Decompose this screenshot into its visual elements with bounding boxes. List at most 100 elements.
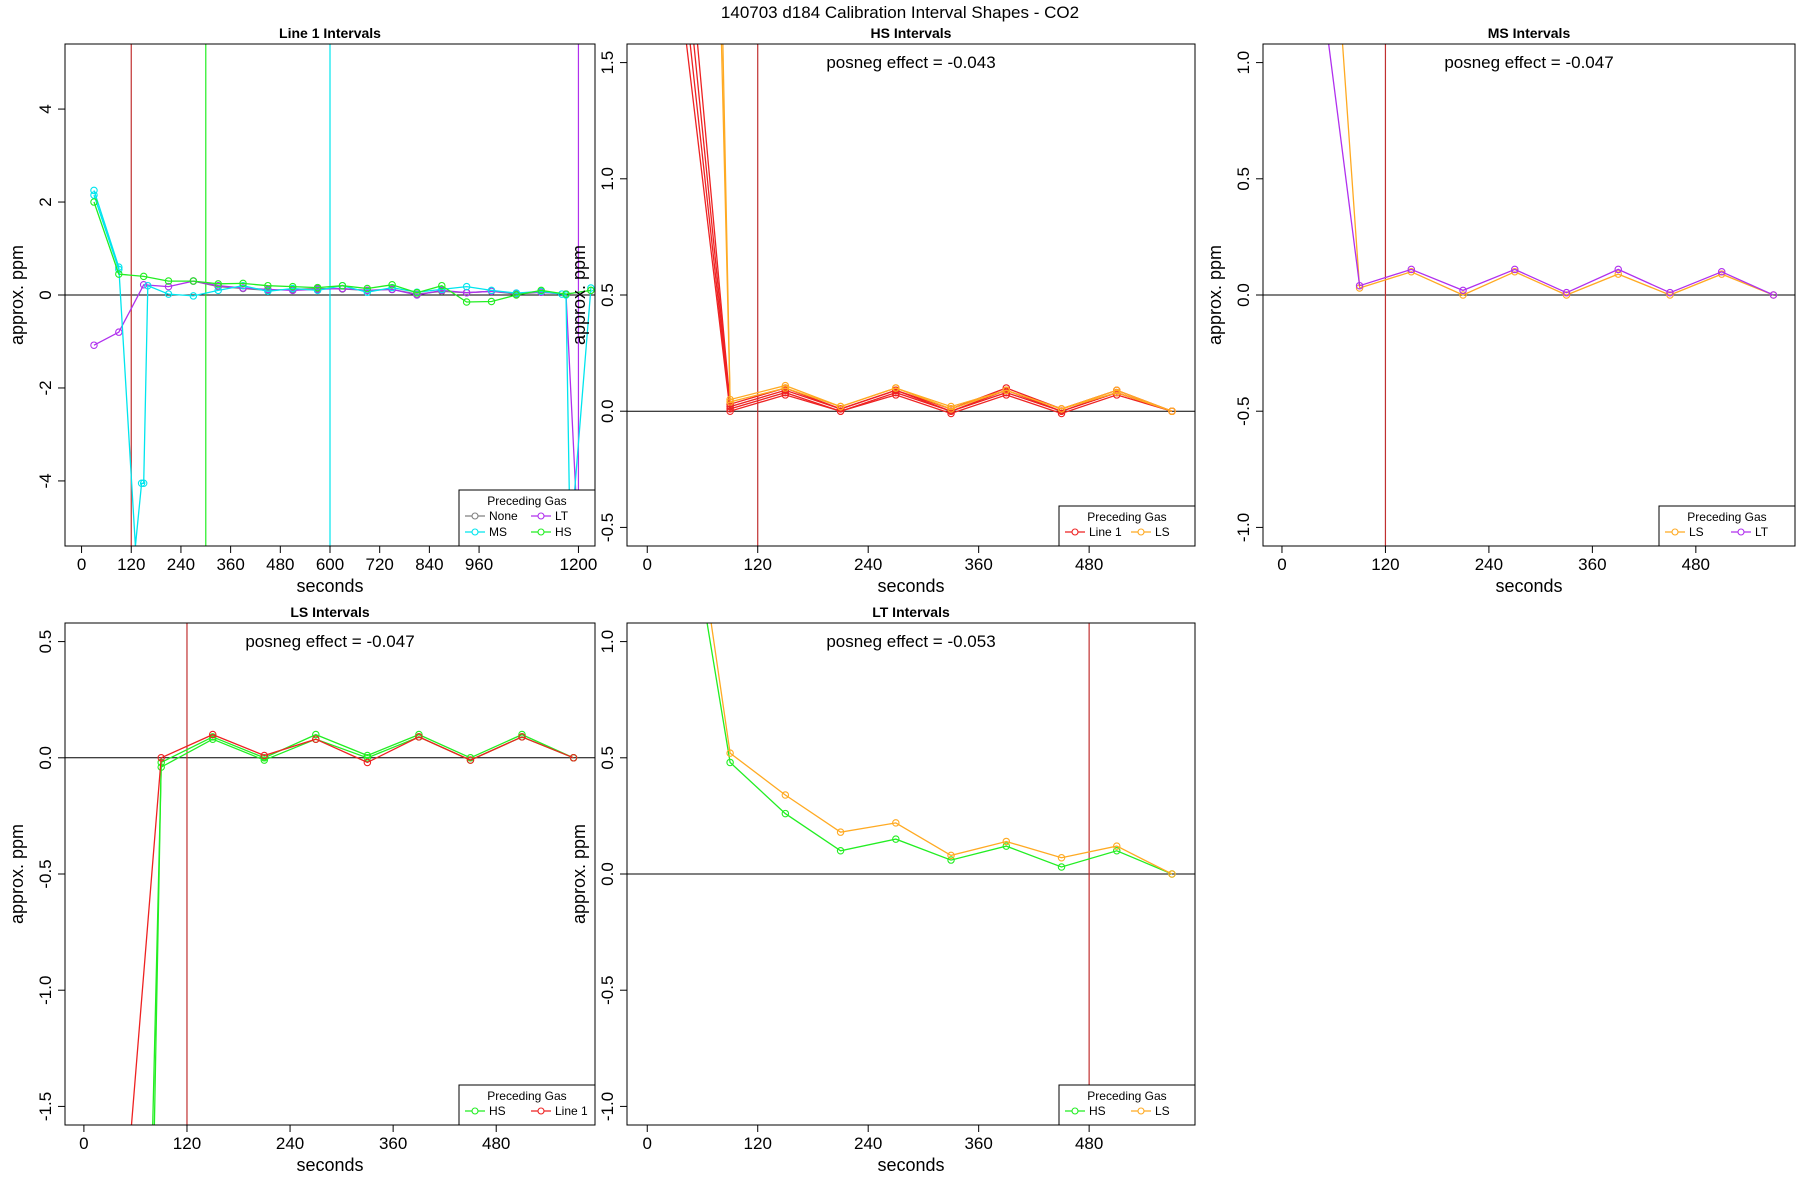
data-point — [90, 341, 98, 349]
y-tick-label: 0.5 — [598, 283, 617, 307]
data-point — [726, 398, 734, 406]
data-point — [288, 282, 297, 291]
data-point — [415, 733, 423, 741]
legend-entry: LT — [555, 509, 569, 523]
legend-title: Preceding Gas — [1087, 510, 1166, 524]
data-point — [139, 281, 148, 289]
data-point — [164, 290, 173, 298]
data-point — [1002, 388, 1011, 397]
data-point — [1511, 268, 1519, 276]
legend-entry: MS — [489, 525, 507, 539]
data-point — [836, 405, 845, 413]
data-point — [781, 386, 790, 395]
data-point — [1666, 291, 1674, 299]
data-point — [1113, 388, 1121, 397]
series-line — [1328, 44, 1774, 296]
data-point — [260, 756, 269, 764]
posneg-annotation: posneg effect = -0.047 — [245, 632, 414, 651]
data-point — [1168, 870, 1176, 878]
chart-title: LT Intervals — [872, 604, 950, 620]
legend-swatch-point — [537, 512, 545, 520]
y-tick-label: -2 — [36, 380, 55, 395]
data-point — [139, 272, 148, 281]
data-point — [415, 730, 423, 739]
data-point — [892, 835, 900, 843]
plot-frame — [626, 43, 1196, 547]
x-tick-label: 360 — [964, 1134, 992, 1153]
data-point — [1614, 265, 1622, 274]
data-point — [260, 751, 269, 760]
y-tick-label: 0.0 — [598, 862, 617, 886]
x-tick-label: 240 — [854, 555, 882, 574]
y-tick-label: -0.5 — [1234, 397, 1253, 426]
data-point — [1407, 265, 1416, 274]
x-axis-label: seconds — [1495, 576, 1562, 596]
y-tick-label: -1.0 — [36, 976, 55, 1005]
series-line — [693, 44, 1173, 412]
y-axis-label: approx. ppm — [1205, 245, 1225, 345]
data-point — [388, 281, 396, 289]
data-point — [189, 292, 198, 300]
y-tick-label: -4 — [36, 473, 55, 488]
legend-swatch-point — [1137, 528, 1145, 536]
series-line — [722, 44, 1173, 412]
series-line — [130, 733, 574, 1125]
chart-title: Line 1 Intervals — [279, 25, 381, 41]
data-point — [438, 281, 446, 290]
data-point — [587, 286, 595, 295]
data-point — [781, 381, 790, 390]
data-point — [947, 402, 955, 411]
x-tick-label: 360 — [216, 555, 244, 574]
data-point — [164, 282, 173, 291]
y-tick-label: -0.5 — [598, 513, 617, 542]
data-point — [1562, 288, 1571, 297]
x-tick-label: 0 — [1277, 555, 1286, 574]
x-tick-label: 1200 — [560, 555, 598, 574]
legend-entry: HS — [1089, 1104, 1106, 1118]
y-tick-label: 4 — [36, 104, 55, 113]
y-tick-label: 1.0 — [598, 630, 617, 654]
data-point — [466, 756, 475, 764]
chart-panel-3: MS Intervals posneg effect = -0.047 0 120 24… — [1205, 25, 1796, 596]
data-point — [947, 856, 955, 864]
legend-box — [1058, 1084, 1196, 1126]
x-tick-label: 120 — [1371, 555, 1399, 574]
x-tick-label: 840 — [415, 555, 443, 574]
data-point — [1614, 270, 1622, 278]
data-point — [462, 298, 471, 306]
x-tick-label: 480 — [1075, 1134, 1103, 1153]
data-point — [208, 733, 217, 741]
data-point — [892, 391, 900, 399]
data-point — [781, 391, 790, 399]
legend-entry: LS — [1155, 525, 1170, 539]
data-point — [1459, 286, 1467, 295]
data-point — [562, 290, 570, 298]
legend-entry: LS — [1689, 525, 1704, 539]
x-tick-label: 960 — [465, 555, 493, 574]
data-point — [836, 847, 845, 855]
data-point — [892, 388, 900, 397]
y-tick-label: 0.5 — [36, 630, 55, 654]
posneg-annotation: posneg effect = -0.047 — [1444, 53, 1613, 72]
series-line — [1341, 44, 1774, 296]
data-point — [1057, 405, 1066, 413]
y-tick-label: 0.5 — [1234, 167, 1253, 191]
series-line — [706, 623, 1173, 875]
legend-swatch-point — [1737, 528, 1745, 536]
x-tick-label: 120 — [117, 555, 145, 574]
data-point — [892, 384, 900, 392]
series-line — [685, 44, 1173, 415]
data-point — [1057, 409, 1066, 418]
data-point — [208, 735, 217, 743]
y-axis-label: approx. ppm — [7, 824, 27, 924]
data-point — [1002, 837, 1011, 846]
data-point — [1666, 288, 1674, 297]
data-point — [157, 754, 165, 762]
legend-title: Preceding Gas — [1087, 1089, 1166, 1103]
data-point — [487, 297, 496, 306]
x-tick-label: 240 — [1475, 555, 1503, 574]
